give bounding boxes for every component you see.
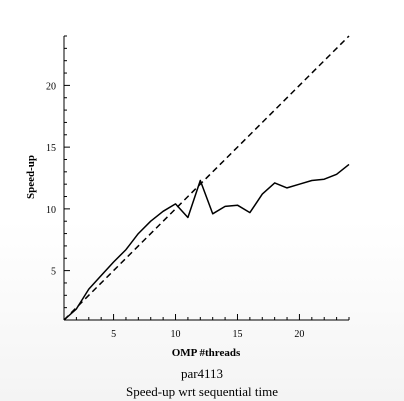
ideal-speedup-line bbox=[63, 35, 350, 321]
y-tick-label: 5 bbox=[51, 267, 56, 278]
y-tick-label: 20 bbox=[46, 81, 56, 92]
chart-caption-title: par4113 bbox=[180, 366, 224, 381]
x-tick-label: 15 bbox=[232, 329, 242, 340]
y-axis-label: Speed-up bbox=[25, 155, 37, 199]
x-tick-label: 10 bbox=[171, 329, 181, 340]
measured-speedup-line bbox=[63, 163, 350, 321]
axes bbox=[63, 36, 349, 321]
x-axis-label: OMP #threads bbox=[172, 347, 241, 359]
ticks: 5 10 15 20 5 10 15 20 bbox=[46, 35, 350, 340]
y-tick-label: 10 bbox=[46, 205, 56, 216]
y-tick-label: 15 bbox=[46, 143, 56, 154]
x-tick-label: 20 bbox=[294, 329, 304, 340]
x-tick-label: 5 bbox=[111, 329, 116, 340]
chart-caption-subtitle: Speed-up wrt sequential time bbox=[126, 384, 278, 399]
series-group bbox=[63, 35, 350, 321]
